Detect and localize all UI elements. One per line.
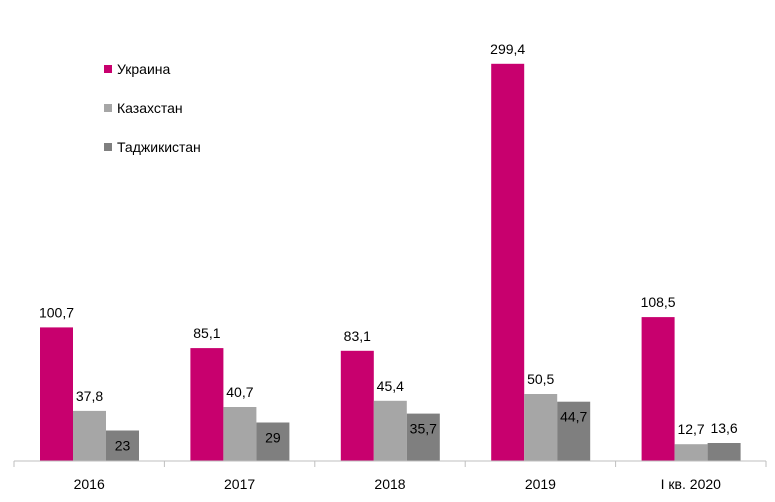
x-tick-label-5: I кв. 2020 xyxy=(661,476,721,492)
data-label-1-3: 83,1 xyxy=(344,328,371,344)
legend-swatch-2 xyxy=(104,104,112,112)
bar-1-2 xyxy=(190,348,224,461)
bar-2-3 xyxy=(373,400,407,461)
legend-label-3: Таджикистан xyxy=(117,139,201,155)
x-tick-label-2: 2017 xyxy=(224,476,255,492)
bar-2-1 xyxy=(73,410,106,461)
x-tick-label-4: 2019 xyxy=(525,476,556,492)
bar-2-4 xyxy=(524,394,558,461)
data-label-3-1: 23 xyxy=(115,438,131,454)
bar-2-5 xyxy=(674,444,708,461)
data-labels-group: 100,7 37,8 23 85,1 40,7 29 83,1 45,4 35,7 299,4 50… xyxy=(39,41,738,454)
data-label-1-2: 85,1 xyxy=(193,325,220,341)
data-label-1-4: 299,4 xyxy=(490,41,525,57)
data-label-2-5: 12,7 xyxy=(677,421,704,437)
legend-swatch-3 xyxy=(104,143,112,151)
data-label-3-4: 44,7 xyxy=(560,409,587,425)
bar-1-3 xyxy=(340,350,374,461)
data-label-1-5: 108,5 xyxy=(641,294,676,310)
bar-1-1 xyxy=(40,327,73,461)
bar-2-2 xyxy=(223,407,257,461)
bars-group xyxy=(40,63,741,462)
legend-label-1: Украина xyxy=(117,61,171,77)
bar-1-4 xyxy=(491,63,525,462)
data-label-2-2: 40,7 xyxy=(226,384,253,400)
x-tick-label-1: 2016 xyxy=(74,476,105,492)
data-label-3-2: 29 xyxy=(265,430,281,446)
legend-label-2: Казахстан xyxy=(117,100,183,116)
data-label-2-1: 37,8 xyxy=(76,388,103,404)
bar-3-4 xyxy=(557,401,591,461)
bar-3-1 xyxy=(106,430,139,461)
legend-swatch-1 xyxy=(104,65,112,73)
data-label-2-4: 50,5 xyxy=(527,371,554,387)
legend: Украина Казахстан Таджикистан xyxy=(104,61,201,155)
data-label-1-1: 100,7 xyxy=(39,304,74,320)
bar-3-5 xyxy=(707,443,741,461)
bar-3-2 xyxy=(256,422,290,461)
bar-3-3 xyxy=(406,413,440,461)
x-tick-label-3: 2018 xyxy=(374,476,405,492)
x-axis: 2016 2017 2018 2019 I кв. 2020 xyxy=(13,460,767,492)
data-label-3-5: 13,6 xyxy=(710,420,737,436)
bar-1-5 xyxy=(641,317,675,461)
data-label-2-3: 45,4 xyxy=(377,378,404,394)
data-label-3-3: 35,7 xyxy=(410,421,437,437)
